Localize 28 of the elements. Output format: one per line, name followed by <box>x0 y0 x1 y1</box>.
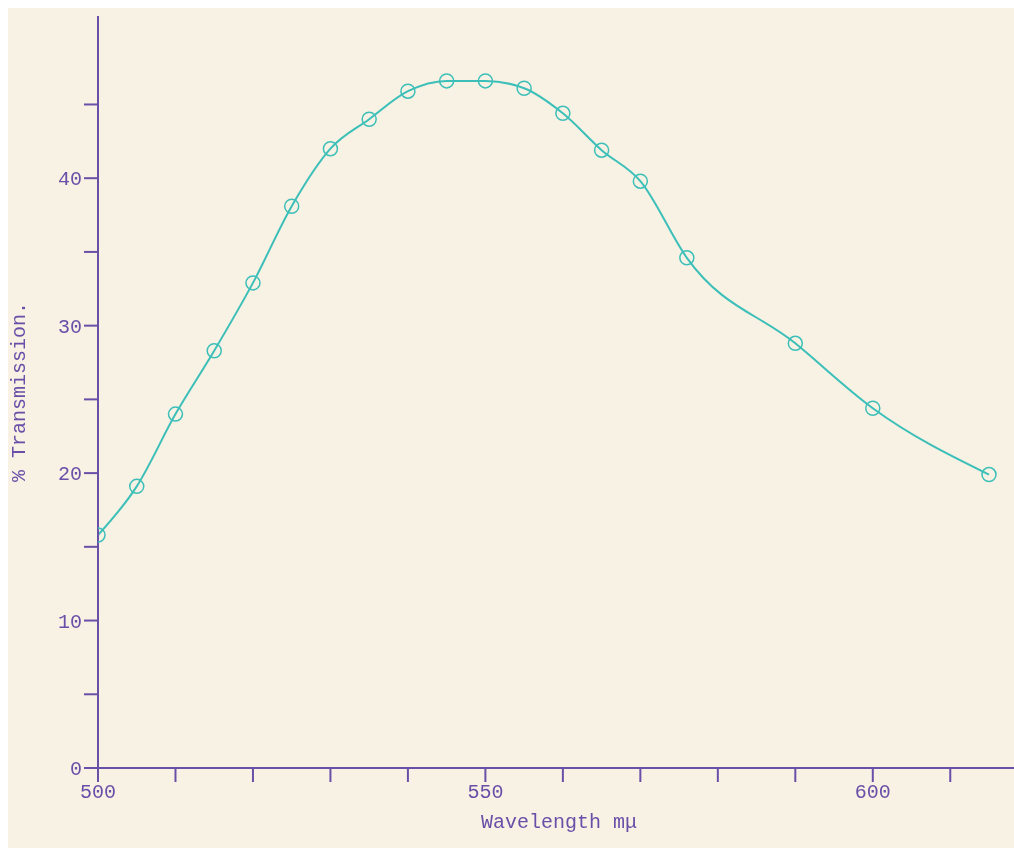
point <box>555 105 571 122</box>
point <box>477 73 494 89</box>
y-tick-label: 0 <box>69 758 82 782</box>
x-axis-title: Wavelength mμ <box>480 811 638 834</box>
point <box>438 73 455 89</box>
point <box>865 400 881 416</box>
point <box>361 111 377 127</box>
y-tick-label: 10 <box>57 610 82 634</box>
point <box>981 466 997 483</box>
point <box>245 275 261 291</box>
point <box>516 80 532 96</box>
x-tick-label: 550 <box>467 781 504 805</box>
point <box>167 406 184 422</box>
point <box>593 142 610 158</box>
point <box>632 173 649 189</box>
y-tick-label: 20 <box>57 463 82 487</box>
y-tick-label: 30 <box>57 315 82 339</box>
y-axis-title: % Transmission. <box>8 301 32 483</box>
point <box>206 342 222 359</box>
point <box>787 335 804 352</box>
point <box>128 478 145 495</box>
y-tick-label: 40 <box>57 168 82 192</box>
point <box>322 140 339 157</box>
x-tick-label: 600 <box>854 781 891 805</box>
x-tick-label: 500 <box>79 781 117 805</box>
point <box>283 198 300 214</box>
point <box>679 250 695 266</box>
point <box>400 83 416 99</box>
